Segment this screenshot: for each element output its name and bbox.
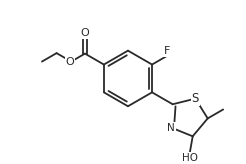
Text: HO: HO <box>182 153 198 163</box>
Text: N: N <box>167 123 175 133</box>
Text: F: F <box>164 46 171 56</box>
Text: S: S <box>192 92 199 105</box>
Text: O: O <box>81 28 89 38</box>
Text: O: O <box>66 57 75 67</box>
